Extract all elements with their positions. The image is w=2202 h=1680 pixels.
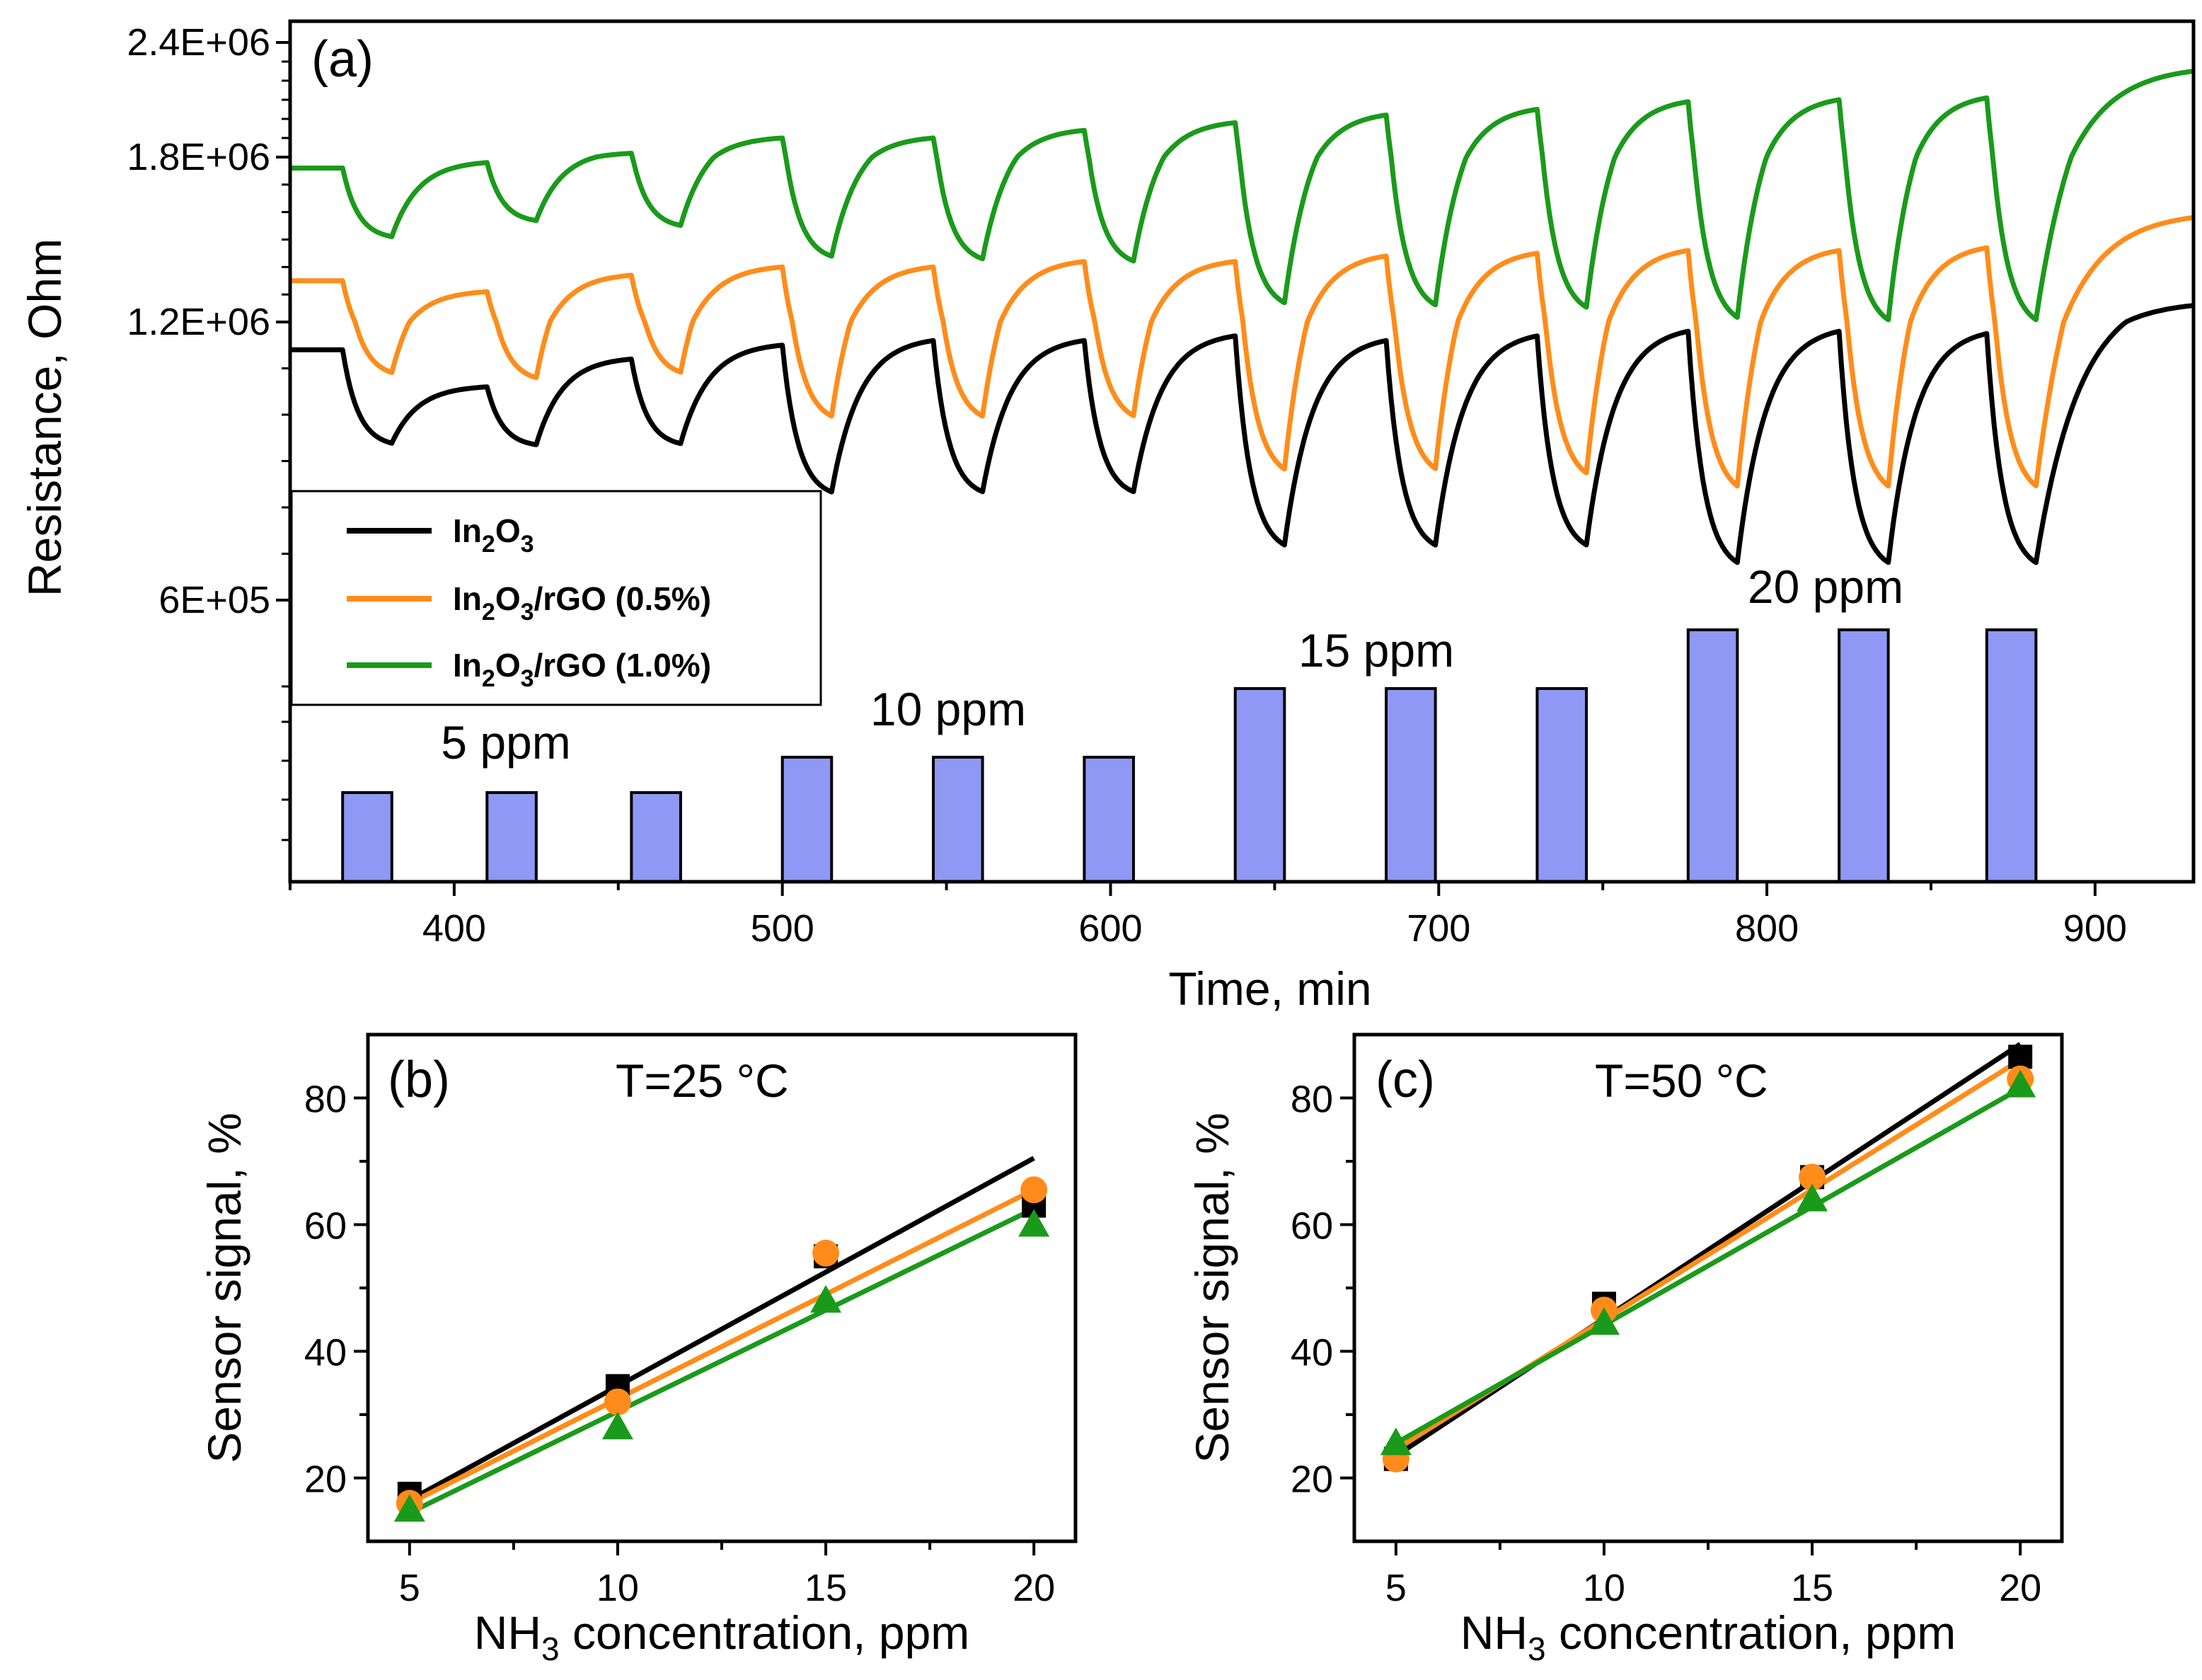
panel-a-x-ticks: 400 500 600 700 800 900: [289, 882, 2127, 950]
gas-pulse-bar-3: [630, 791, 682, 883]
panel-c-temperature: T=50 °C: [1595, 1054, 1768, 1107]
x-tick-label: 15: [1791, 1567, 1833, 1609]
fit-line-in2o3-rgo-0-5: [408, 1187, 1035, 1506]
panel-b-y-axis-label: Sensor signal, %: [198, 1112, 250, 1463]
panel-a-y-axis-label: Resistance, Ohm: [18, 238, 71, 597]
panel-b-temperature: T=25 °C: [616, 1054, 789, 1107]
panel-b-label: (b): [388, 1052, 450, 1108]
panel-a-frame: [288, 19, 2196, 884]
panel-b-sensor-signal-25c: 5 10 15 20 20 40 60 80 (b) T=25 °C NH3 concentr…: [198, 1032, 1078, 1667]
x-tick-label: 10: [1583, 1567, 1625, 1609]
fit-line-in2o3-rgo-1-0: [408, 1206, 1035, 1515]
annotation-15ppm: 15 ppm: [1298, 624, 1454, 677]
gas-pulse-bar-7: [1233, 687, 1286, 883]
x-tick-label: 20: [1013, 1567, 1055, 1609]
panel-b-ticks: 5 10 15 20 20 40 60 80: [304, 1078, 1055, 1610]
panel-b-data: [393, 1156, 1050, 1522]
x-tick-label: 15: [805, 1567, 847, 1609]
legend-entry-rgo-1-0: In2O3/rGO (1.0%): [347, 647, 711, 692]
point-in2o3-rgo-0-5-15: [1799, 1163, 1826, 1191]
x-tick-label: 20: [1999, 1567, 2041, 1609]
point-in2o3-rgo-0-5-20: [1020, 1176, 1048, 1204]
y-tick-label: 60: [1291, 1205, 1333, 1248]
y-tick-label: 80: [304, 1078, 347, 1121]
panel-c-x-axis-label: NH3 concentration, ppm: [1460, 1606, 1956, 1667]
y-tick-label: 40: [304, 1332, 347, 1374]
panel-a-x-axis-label: Time, min: [1168, 962, 1371, 1015]
legend-label-rgo-0-5: In2O3/rGO (0.5%): [453, 580, 711, 626]
legend-label-rgo-1-0: In2O3/rGO (1.0%): [453, 647, 711, 692]
gas-pulse-bar-10: [1686, 628, 1739, 883]
point-in2o3-rgo-1-0-15: [810, 1284, 842, 1313]
point-in2o3-rgo-1-0-10: [1588, 1307, 1620, 1335]
x-tick-label: 900: [2063, 907, 2127, 950]
panel-a-label: (a): [311, 31, 374, 88]
legend: In2O3 In2O3/rGO (0.5%) In2O3/rGO (1.0%): [290, 490, 822, 706]
series-line-in2o3: [290, 303, 2194, 565]
gas-pulse-bar-5: [932, 756, 984, 883]
y-tick-label: 6E+05: [158, 579, 270, 621]
gas-pulse-bar-11: [1838, 628, 1890, 883]
x-tick-label: 600: [1078, 907, 1142, 950]
gas-pulse-bar-9: [1535, 687, 1588, 883]
legend-entry-in2o3: In2O3: [347, 512, 534, 558]
panel-b-x-axis-label: NH3 concentration, ppm: [474, 1606, 970, 1667]
gas-pulse-bar-12: [1985, 628, 2038, 883]
series-line-in2o3-rgo-1-0: [290, 69, 2194, 323]
point-in2o3-rgo-1-0-20: [1018, 1209, 1050, 1237]
y-tick-label: 2.4E+06: [127, 21, 270, 64]
x-tick-label: 800: [1735, 907, 1799, 950]
annotation-5ppm: 5 ppm: [441, 716, 570, 769]
panel-c-frame: [1352, 1032, 2064, 1543]
y-tick-label: 40: [1291, 1332, 1333, 1374]
x-tick-label: 400: [422, 907, 486, 950]
y-tick-label: 80: [1291, 1078, 1333, 1121]
point-in2o3-rgo-1-0-5: [393, 1494, 425, 1522]
point-in2o3-rgo-1-0-10: [601, 1411, 633, 1439]
panel-a-y-ticks: 6E+05 1.2E+06 1.8E+06 2.4E+06: [127, 21, 290, 841]
x-tick-label: 5: [1385, 1567, 1407, 1609]
point-in2o3-20: [2008, 1045, 2033, 1069]
fit-line-in2o3-rgo-1-0: [1395, 1086, 2022, 1446]
gas-pulse-bar-8: [1385, 687, 1437, 883]
annotation-10ppm: 10 ppm: [870, 683, 1026, 735]
y-tick-label: 60: [304, 1205, 347, 1248]
x-tick-label: 5: [399, 1567, 420, 1609]
x-tick-label: 500: [751, 907, 814, 950]
point-in2o3-rgo-0-5-15: [812, 1239, 840, 1267]
point-in2o3-rgo-1-0-5: [1380, 1427, 1412, 1456]
y-tick-label: 20: [304, 1459, 347, 1501]
gas-pulse-bar-2: [485, 791, 538, 883]
gas-pulse-bar-1: [341, 791, 393, 883]
legend-entry-rgo-0-5: In2O3/rGO (0.5%): [347, 580, 711, 626]
panel-c-sensor-signal-50c: 5 10 15 20 20 40 60 80 (c) T=50 °C NH3 concentr…: [1186, 1032, 2064, 1667]
fit-line-in2o3: [408, 1156, 1035, 1502]
x-tick-label: 700: [1407, 907, 1470, 950]
y-tick-label: 1.2E+06: [127, 301, 270, 343]
gas-pulse-bars: [341, 628, 2038, 883]
panel-c-y-axis-label: Sensor signal, %: [1186, 1112, 1238, 1463]
panel-c-ticks: 5 10 15 20 20 40 60 80: [1291, 1078, 2041, 1610]
series-line-in2o3-rgo-0-5: [290, 214, 2194, 489]
gas-pulse-bar-6: [1083, 756, 1135, 883]
panel-c-label: (c): [1376, 1052, 1435, 1108]
panel-a-resistance-chart: 400 500 600 700 800 900 6E+05 1.2E+06 1.8E+06 2.…: [18, 19, 2196, 1015]
point-in2o3-rgo-0-5-10: [604, 1388, 631, 1416]
panel-c-data: [1380, 1042, 2036, 1473]
y-tick-label: 20: [1291, 1459, 1333, 1501]
annotation-20ppm: 20 ppm: [1748, 560, 1903, 613]
x-tick-label: 10: [596, 1567, 639, 1609]
gas-pulse-bar-4: [780, 756, 834, 883]
point-in2o3-rgo-1-0-15: [1797, 1183, 1828, 1212]
resistance-curves: [290, 69, 2194, 565]
point-in2o3-rgo-1-0-20: [2005, 1069, 2036, 1098]
legend-label-in2o3: In2O3: [453, 512, 534, 558]
y-tick-label: 1.8E+06: [127, 136, 270, 178]
